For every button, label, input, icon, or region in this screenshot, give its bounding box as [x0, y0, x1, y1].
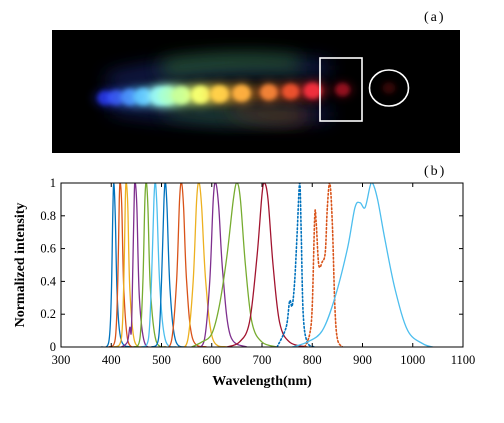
spectrum-line-448nm [120, 183, 155, 347]
light-spot [303, 82, 322, 99]
x-axis-label: Wavelength(nm) [212, 374, 312, 389]
light-spot [232, 84, 252, 102]
highlight-circle [368, 69, 410, 107]
highlight-box [319, 57, 363, 122]
spectrum-line-418nm [108, 183, 138, 347]
light-spot [281, 83, 300, 100]
red-lower-band [230, 106, 310, 122]
x-tick-label: 600 [202, 353, 221, 367]
spectrum-line-488nm [140, 183, 178, 347]
x-tick-label: 1000 [400, 353, 425, 367]
green-upper-band [160, 54, 300, 76]
spectrum-line-705nm [226, 183, 308, 347]
spectrum-line-405nm [100, 183, 132, 347]
spectrum-line-575nm [178, 183, 228, 347]
x-tick-label: 300 [52, 353, 71, 367]
spectrum-line-920nm [291, 183, 434, 347]
spectra-curves [100, 183, 434, 347]
x-axis-ticks: 300 400 500 600 700 800 900 1000 1100 [52, 183, 476, 367]
light-spot [209, 85, 230, 103]
x-tick-label: 400 [102, 353, 121, 367]
spectrum-line-470nm [133, 183, 168, 347]
y-tick-label: 0.4 [40, 274, 56, 288]
panel-a-label: (a) [424, 10, 446, 25]
light-spot [382, 82, 396, 94]
spectrum-line-430nm [113, 183, 145, 347]
x-tick-label: 700 [253, 353, 272, 367]
spectrum-photo [52, 30, 460, 153]
x-tick-label: 800 [303, 353, 322, 367]
x-tick-label: 1100 [451, 353, 476, 367]
y-tick-label: 0.8 [40, 209, 56, 223]
y-axis-ticks: 0 0.2 0.4 0.6 0.8 1 [40, 176, 463, 354]
spectrum-line-775nm [276, 183, 316, 347]
spectrum-line-650nm [191, 183, 278, 347]
x-tick-label: 500 [152, 353, 171, 367]
y-tick-label: 1 [50, 176, 56, 190]
y-tick-label: 0.6 [40, 242, 56, 256]
light-spot [259, 84, 278, 101]
x-tick-label: 900 [353, 353, 372, 367]
y-tick-label: 0 [50, 340, 56, 354]
panel-b-label: (b) [424, 164, 446, 179]
y-tick-label: 0.2 [40, 307, 56, 321]
light-spot [335, 83, 350, 97]
spectrum-line-608nm [193, 183, 248, 347]
y-axis-label: Normalized intensity [13, 203, 28, 328]
